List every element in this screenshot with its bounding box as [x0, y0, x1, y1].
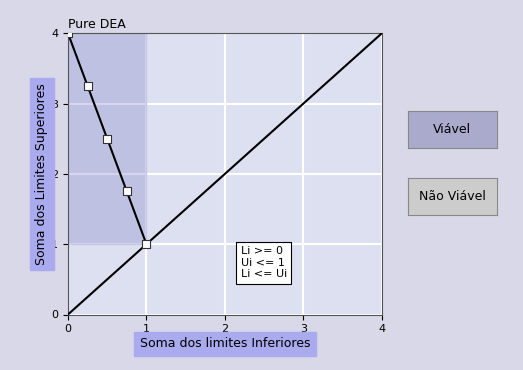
- Y-axis label: Soma dos Limites Superiores: Soma dos Limites Superiores: [36, 83, 48, 265]
- Text: Li >= 0
Ui <= 1
Li <= Ui: Li >= 0 Ui <= 1 Li <= Ui: [241, 246, 287, 279]
- Text: Pure DEA: Pure DEA: [68, 18, 126, 31]
- Point: [122, 189, 131, 195]
- X-axis label: Soma dos limites Inferiores: Soma dos limites Inferiores: [140, 337, 310, 350]
- Text: Viável: Viável: [434, 123, 471, 136]
- Text: Não Viável: Não Viável: [419, 189, 486, 203]
- Polygon shape: [68, 33, 146, 244]
- Point: [84, 83, 92, 89]
- Point: [64, 30, 72, 36]
- Point: [103, 136, 111, 142]
- Point: [142, 241, 151, 247]
